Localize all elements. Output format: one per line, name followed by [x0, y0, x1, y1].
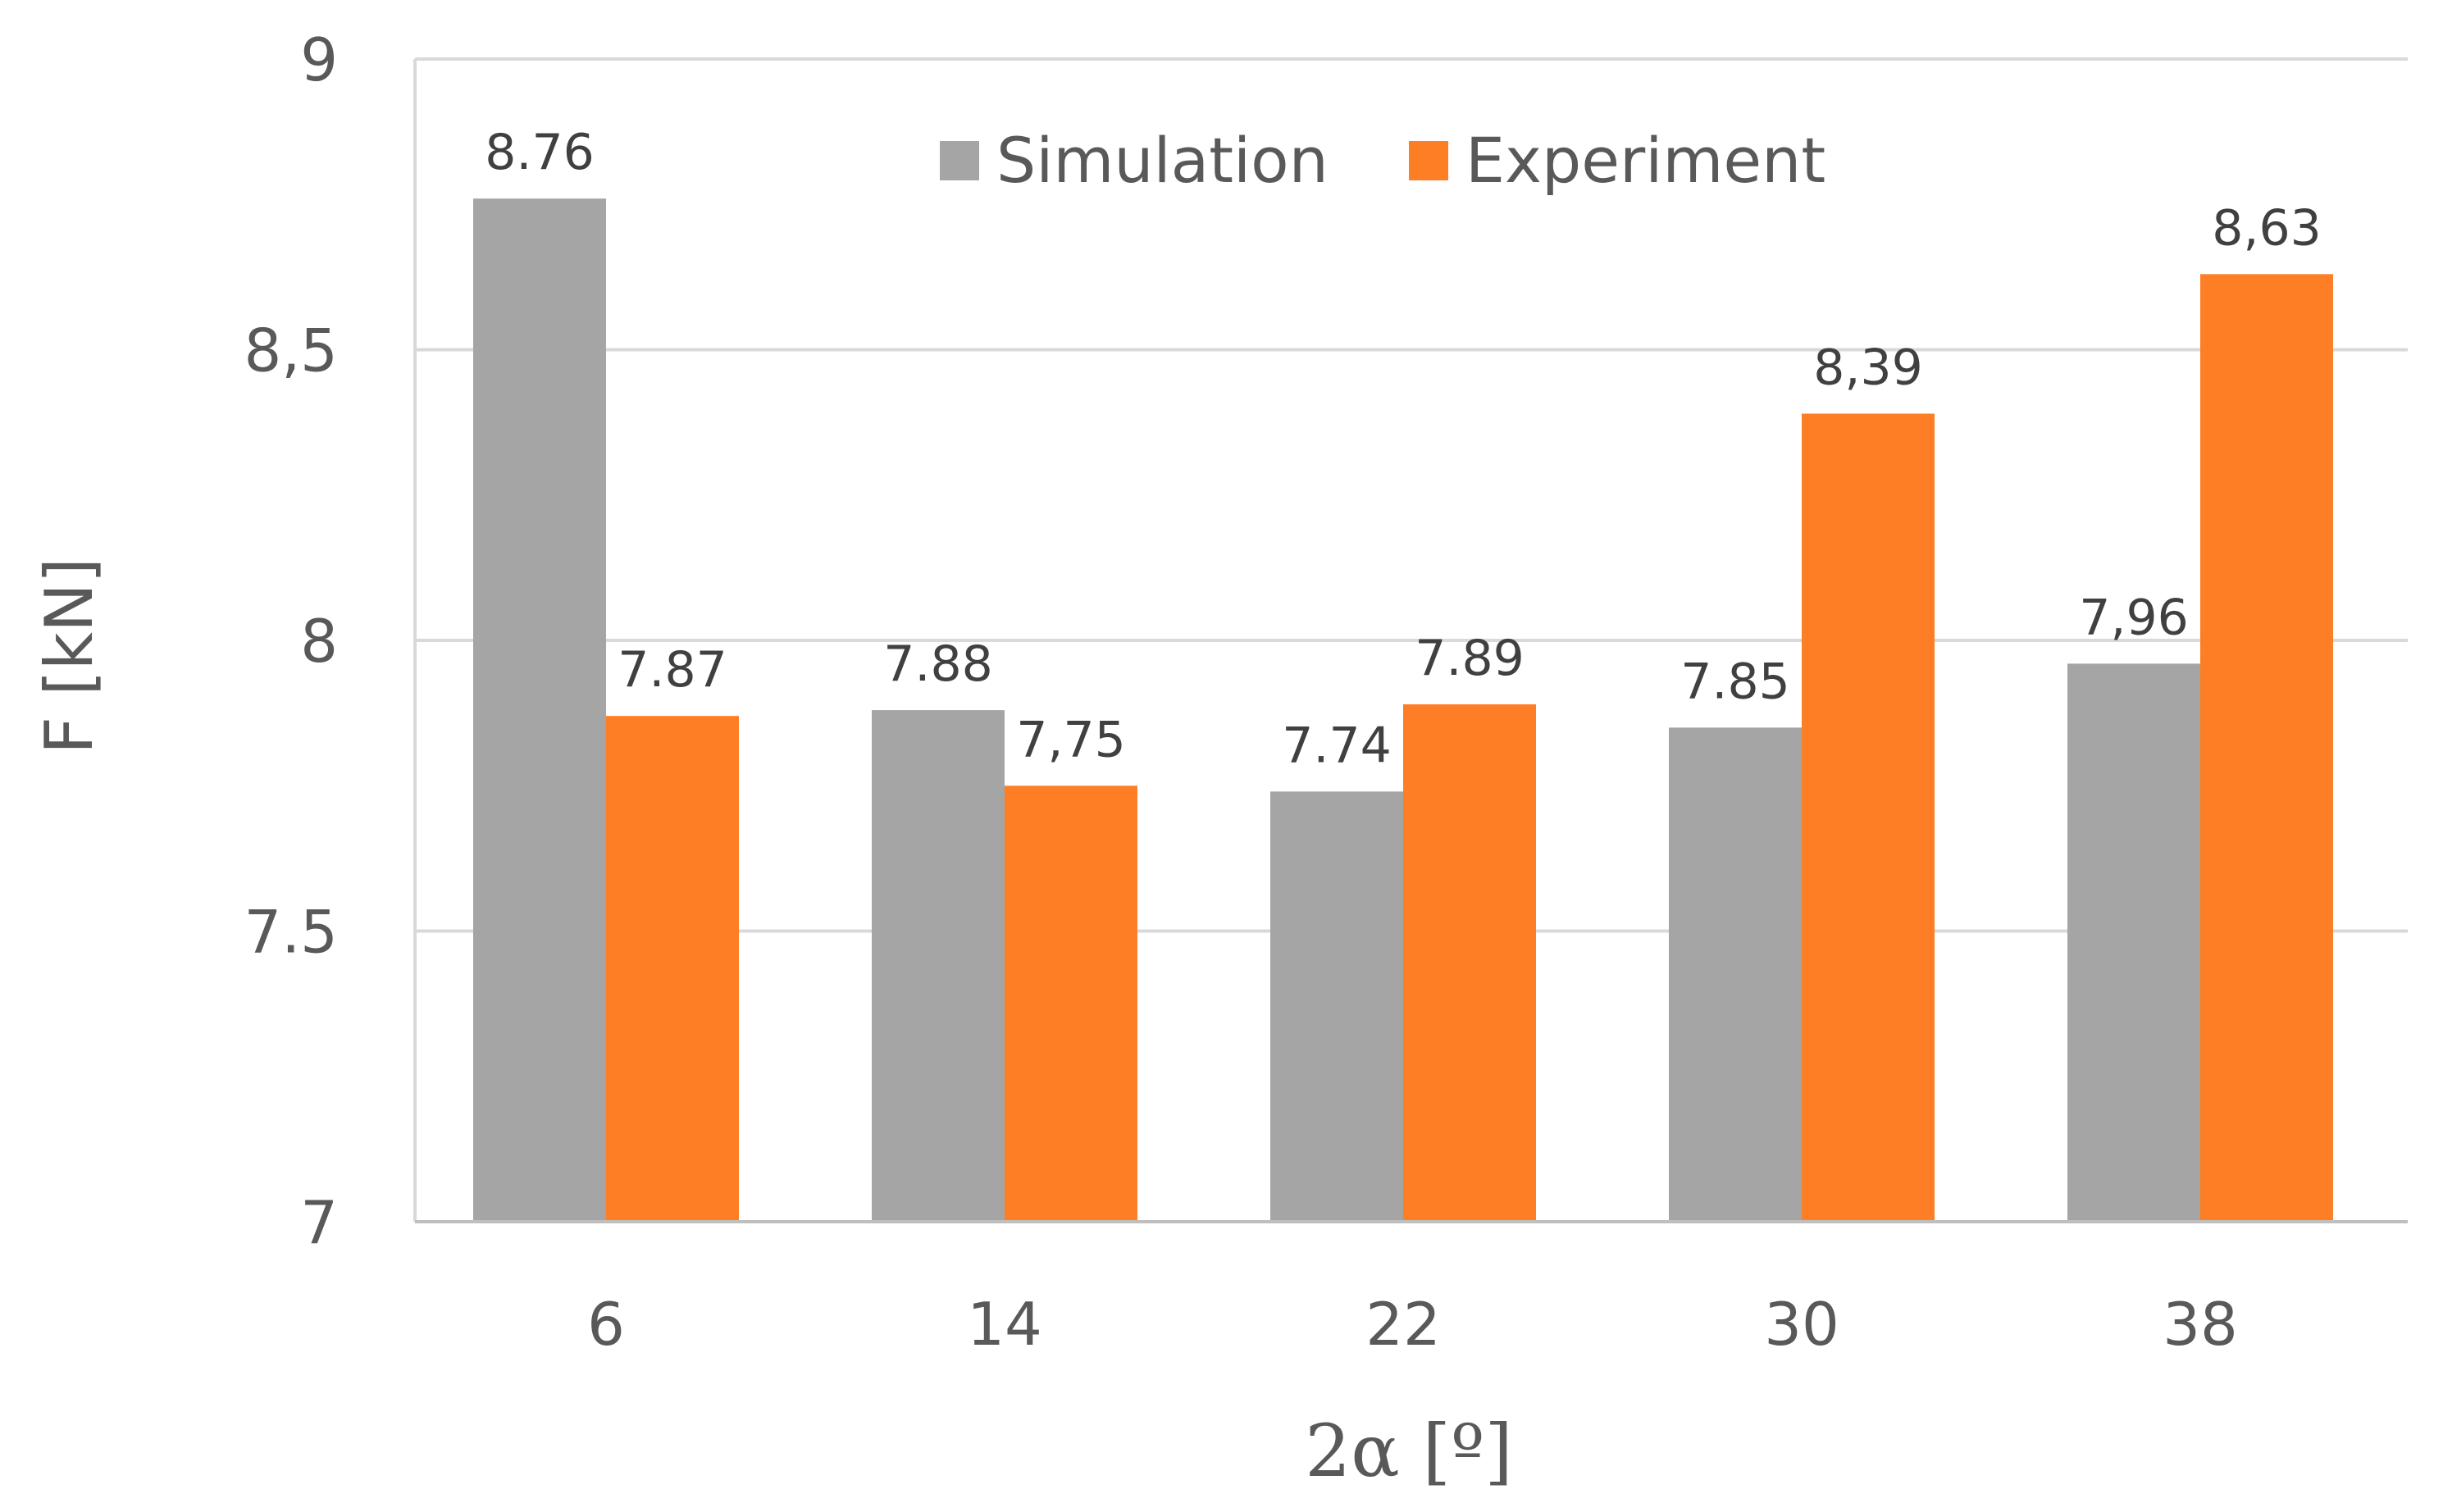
bar-experiment-6: [606, 716, 739, 1222]
bar-experiment-30: [1802, 413, 1935, 1222]
x-tick-label: 30: [1764, 1290, 1839, 1359]
x-tick-label: 14: [967, 1290, 1042, 1359]
bar-experiment-38: [2200, 274, 2333, 1223]
bar-experiment-14: [1005, 786, 1137, 1222]
x-tick-label: 22: [1365, 1290, 1441, 1359]
data-label-simulation-38: 7,96: [2079, 589, 2189, 646]
y-tick-label: 7: [300, 1188, 338, 1257]
y-tick-label: 8: [300, 607, 338, 676]
data-label-simulation-22: 7.74: [1282, 717, 1392, 774]
bar-simulation-14: [872, 710, 1005, 1222]
data-label-experiment-22: 7.89: [1415, 630, 1525, 687]
x-tick-label: 6: [587, 1290, 625, 1359]
y-tick-label: 8,5: [244, 317, 338, 385]
data-labels: 8.76 7.87 7.88 7,75 7.74 7.89 7.85 8,39 7,96 8,63: [485, 124, 2322, 774]
bar-simulation-38: [2067, 663, 2200, 1222]
data-label-experiment-14: 7,75: [1016, 711, 1126, 768]
bars: [473, 198, 2333, 1223]
data-label-simulation-14: 7.88: [883, 635, 993, 693]
legend-swatch-simulation: [940, 141, 979, 180]
x-tick-label: 38: [2163, 1290, 2238, 1359]
legend: Simulation Experiment: [940, 124, 1825, 197]
data-label-simulation-6: 8.76: [485, 124, 595, 181]
data-label-experiment-38: 8,63: [2212, 199, 2322, 257]
y-axis-title: F [kN]: [31, 558, 107, 754]
x-tick-labels: 6 14 22 30 38: [587, 1290, 2238, 1359]
bar-simulation-22: [1270, 791, 1403, 1222]
axes: [413, 59, 2408, 1223]
legend-label-experiment: Experiment: [1465, 124, 1825, 197]
data-label-experiment-6: 7.87: [618, 641, 727, 699]
y-tick-label: 9: [300, 25, 338, 94]
data-label-experiment-30: 8,39: [1813, 339, 1923, 396]
bar-simulation-6: [473, 198, 606, 1222]
legend-swatch-experiment: [1409, 141, 1448, 180]
y-tick-labels: 7 7.5 8 8,5 9: [244, 25, 338, 1257]
legend-label-simulation: Simulation: [996, 124, 1329, 197]
y-tick-label: 7.5: [244, 898, 338, 967]
data-label-simulation-30: 7.85: [1680, 653, 1790, 710]
bar-simulation-30: [1669, 727, 1802, 1222]
x-axis-title: 2α [º]: [1305, 1409, 1512, 1493]
bar-experiment-22: [1403, 704, 1536, 1222]
